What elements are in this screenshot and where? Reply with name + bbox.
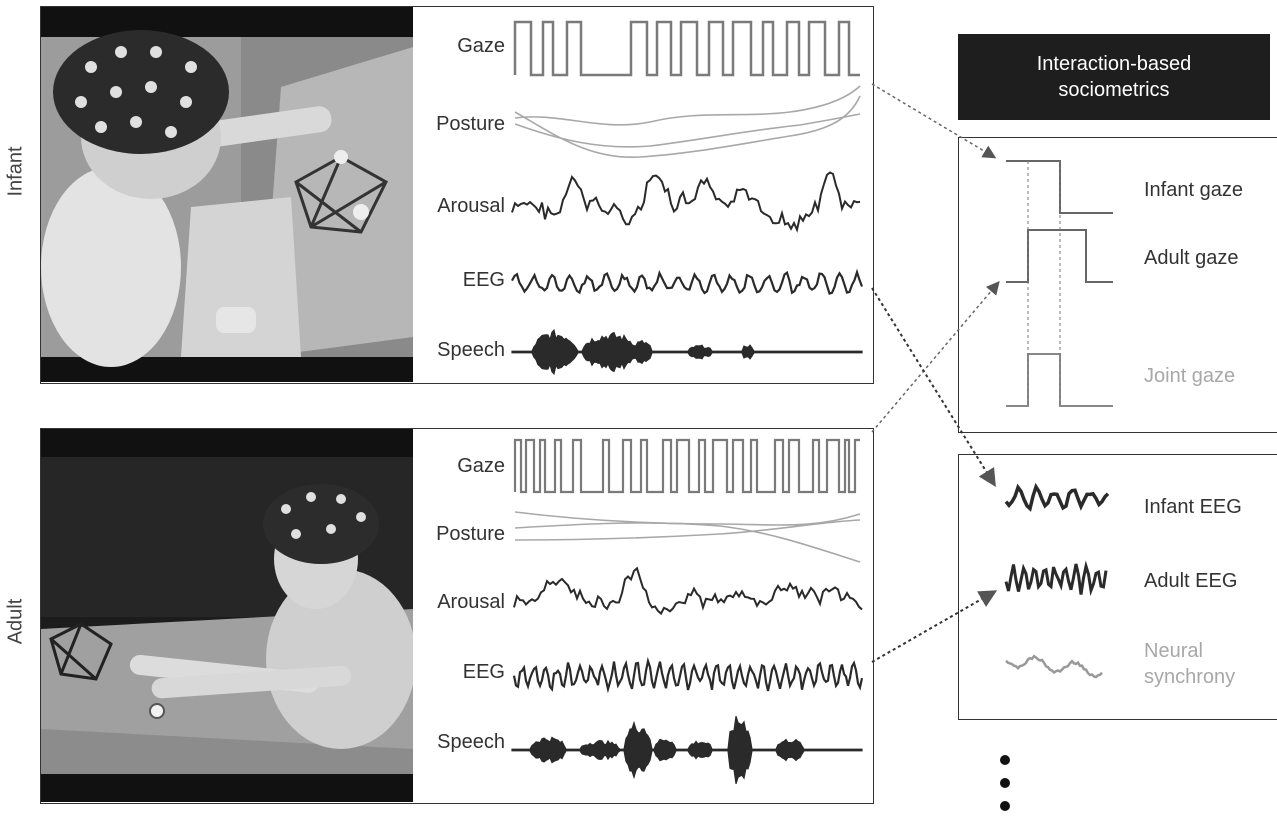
adult-gaze-metric-label: Adult gaze xyxy=(1144,247,1239,269)
adult-arousal-label: Arousal xyxy=(437,591,505,613)
gaze-metrics-box: Infant gaze Adult gaze Joint gaze xyxy=(958,137,1277,433)
infant-eeg-metric-label: Infant EEG xyxy=(1144,496,1242,518)
continuation-dot-1 xyxy=(1000,755,1010,765)
continuation-dot-3 xyxy=(1000,801,1010,811)
adult-photo xyxy=(41,429,413,802)
infant-gaze-metric-label: Infant gaze xyxy=(1144,179,1243,201)
adult-eeg-label: EEG xyxy=(462,661,505,683)
adult-signal-panel: Gaze Posture Arousal EEG Speech xyxy=(40,428,874,804)
neural-synchrony-line-2: synchrony xyxy=(1144,666,1236,688)
header-line-2: sociometrics xyxy=(1058,79,1170,101)
infant-photo-illustration xyxy=(41,7,413,382)
infant-photo xyxy=(41,7,413,382)
adult-speech-label: Speech xyxy=(437,731,505,753)
header-line-1: Interaction-based xyxy=(1036,53,1192,75)
eeg-metrics-box: Infant EEG Adult EEG Neural synchrony xyxy=(958,454,1277,720)
continuation-dot-2 xyxy=(1000,778,1010,788)
adult-gaze-label: Gaze xyxy=(457,455,505,477)
infant-gaze-label: Gaze xyxy=(457,35,505,57)
infant-signal-panel: Gaze Posture Arousal EEG Speech xyxy=(40,6,874,384)
infant-posture-label: Posture xyxy=(436,113,505,135)
adult-photo-illustration xyxy=(41,429,413,802)
neural-synchrony-line-1: Neural xyxy=(1144,640,1203,662)
sociometrics-header: Interaction-based sociometrics xyxy=(958,34,1270,120)
adult-side-label: Adult xyxy=(4,598,27,645)
adult-eeg-metric-label: Adult EEG xyxy=(1144,570,1238,592)
infant-speech-label: Speech xyxy=(437,339,505,361)
joint-gaze-metric-label: Joint gaze xyxy=(1144,365,1236,387)
infant-arousal-label: Arousal xyxy=(437,195,505,217)
infant-side-label: Infant xyxy=(4,146,27,197)
infant-eeg-label: EEG xyxy=(462,269,505,291)
adult-posture-label: Posture xyxy=(436,523,505,545)
